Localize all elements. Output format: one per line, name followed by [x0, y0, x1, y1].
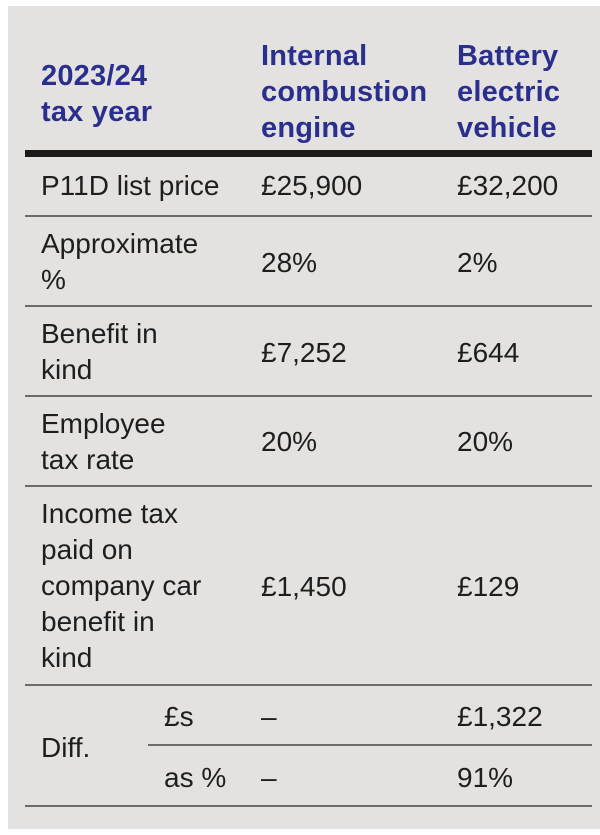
row-label-line: company car — [41, 570, 202, 601]
tax-comparison-panel — [8, 6, 600, 829]
row-label-line: kind — [41, 642, 93, 673]
row-label-line: benefit in — [41, 606, 155, 637]
diff-bev-value: £1,322 — [457, 701, 543, 732]
header-ice-line3: engine — [261, 112, 356, 144]
row-bev-value: £32,200 — [457, 170, 559, 201]
row-label-line: % — [41, 264, 66, 295]
row-bev-value: 20% — [457, 426, 514, 457]
row-label: Income tax paid on company car benefit i… — [41, 496, 201, 676]
diff-bev-value: 91% — [457, 762, 514, 793]
row-divider — [25, 305, 592, 307]
header-bev: Battery electric vehicle — [457, 38, 560, 146]
header-tax-year-line1: 2023/24 — [41, 60, 148, 92]
header-tax-year-line2: tax year — [41, 96, 153, 128]
header-ice: Internal combustion engine — [261, 38, 427, 146]
row-label-line: Income tax — [41, 498, 178, 529]
row-ice-value: £25,900 — [261, 170, 363, 201]
row-divider — [25, 684, 592, 686]
row-ice-value: £7,252 — [261, 337, 347, 368]
header-divider — [25, 150, 592, 157]
header-ice-line1: Internal — [261, 40, 368, 72]
row-bev-value: £129 — [457, 571, 520, 602]
header-bev-line3: vehicle — [457, 112, 557, 144]
row-label-line: Employee — [41, 408, 166, 439]
diff-ice-value: – — [261, 762, 277, 793]
row-label: Approximate % — [41, 226, 198, 298]
header-tax-year: 2023/24 tax year — [41, 58, 152, 130]
diff-sub-label: £s — [164, 701, 194, 732]
row-label-line: paid on — [41, 534, 133, 565]
table-bottom-rule — [25, 805, 592, 807]
diff-label: Diff. — [41, 732, 91, 763]
row-ice-value: £1,450 — [261, 571, 347, 602]
row-label-line: Benefit in — [41, 318, 158, 349]
row-divider — [25, 485, 592, 487]
header-bev-line2: electric — [457, 76, 561, 108]
row-divider — [25, 395, 592, 397]
row-bev-value: £644 — [457, 337, 520, 368]
row-label: Employee tax rate — [41, 406, 166, 478]
row-ice-value: 28% — [261, 247, 318, 278]
row-label-line: kind — [41, 354, 93, 385]
header-bev-line1: Battery — [457, 40, 559, 72]
row-label: P11D list price — [41, 168, 219, 204]
header-ice-line2: combustion — [261, 76, 428, 108]
diff-sub-label: as % — [164, 762, 227, 793]
diff-ice-value: – — [261, 701, 277, 732]
row-ice-value: 20% — [261, 426, 318, 457]
row-divider — [25, 215, 592, 217]
row-label-line: Approximate — [41, 228, 199, 259]
diff-sub-divider — [148, 744, 592, 746]
row-bev-value: 2% — [457, 247, 498, 278]
row-label-line: tax rate — [41, 444, 135, 475]
row-label: Benefit in kind — [41, 316, 158, 388]
row-label-line: P11D list price — [41, 170, 220, 201]
